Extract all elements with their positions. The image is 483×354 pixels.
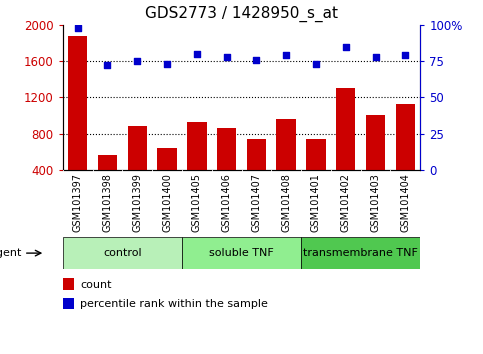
Point	[104, 63, 112, 68]
Text: count: count	[80, 280, 112, 290]
Bar	[396, 104, 415, 170]
Text: transmembrane TNF: transmembrane TNF	[303, 248, 418, 258]
Text: GSM101403: GSM101403	[370, 173, 381, 232]
Text: GSM101399: GSM101399	[132, 173, 142, 232]
Text: GSM101406: GSM101406	[222, 173, 232, 232]
Point	[163, 61, 171, 67]
Bar	[63, 278, 74, 290]
Bar	[301, 237, 420, 269]
Bar	[336, 88, 355, 170]
Bar	[68, 36, 87, 170]
Text: GSM101397: GSM101397	[72, 173, 83, 232]
Bar	[276, 119, 296, 170]
Point	[372, 54, 380, 59]
Point	[312, 61, 320, 67]
Text: GSM101408: GSM101408	[281, 173, 291, 232]
Text: GSM101402: GSM101402	[341, 173, 351, 232]
Bar	[187, 122, 207, 170]
Text: GSM101405: GSM101405	[192, 173, 202, 232]
Bar	[157, 148, 177, 170]
Point	[223, 54, 230, 59]
Text: GSM101404: GSM101404	[400, 173, 411, 232]
Point	[74, 25, 82, 30]
Bar	[128, 126, 147, 170]
Bar	[63, 237, 182, 269]
Text: percentile rank within the sample: percentile rank within the sample	[80, 299, 268, 309]
Bar	[182, 237, 301, 269]
Point	[401, 52, 409, 58]
Bar	[98, 155, 117, 170]
Title: GDS2773 / 1428950_s_at: GDS2773 / 1428950_s_at	[145, 6, 338, 22]
Text: GSM101400: GSM101400	[162, 173, 172, 232]
Text: GSM101398: GSM101398	[102, 173, 113, 232]
Point	[253, 57, 260, 62]
Text: GSM101407: GSM101407	[251, 173, 261, 232]
Text: soluble TNF: soluble TNF	[209, 248, 274, 258]
Text: GSM101401: GSM101401	[311, 173, 321, 232]
Point	[342, 44, 350, 49]
Text: control: control	[103, 248, 142, 258]
Text: agent: agent	[0, 248, 22, 258]
Bar	[217, 128, 236, 170]
Point	[193, 51, 201, 57]
Point	[133, 58, 141, 64]
Bar	[306, 139, 326, 170]
Point	[282, 52, 290, 58]
Bar	[366, 115, 385, 170]
Bar	[63, 297, 74, 309]
Bar	[247, 139, 266, 170]
